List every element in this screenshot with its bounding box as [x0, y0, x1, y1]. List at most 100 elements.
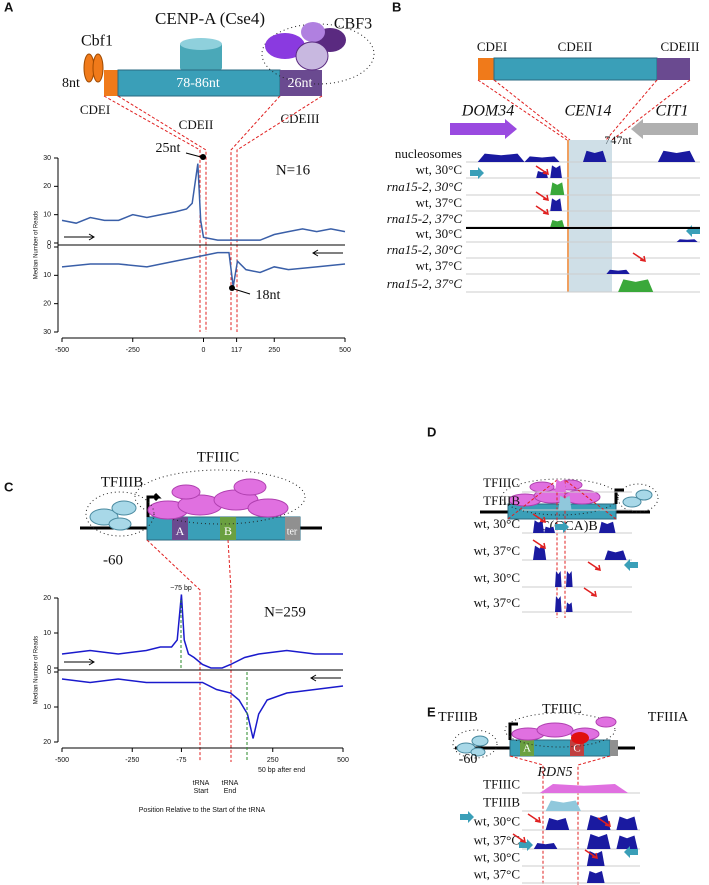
panel-label: D: [427, 424, 436, 439]
track-signal: [550, 220, 565, 227]
track-signal: [550, 198, 562, 211]
gene-label: RDN5: [537, 765, 573, 780]
track-signal: [545, 800, 581, 811]
tfiiib-proteins: [89, 500, 137, 531]
tfiiic-proteins: [511, 716, 617, 741]
element-label: CDEI: [80, 102, 110, 117]
track-label: wt, 37°C: [474, 595, 520, 610]
red-arrow: [512, 833, 526, 843]
x-tick-label: -500: [55, 347, 69, 354]
line: [61, 594, 343, 669]
red-arrow: [532, 513, 546, 523]
protein-label: TFIIIB: [438, 710, 478, 725]
red-arrow: [583, 587, 597, 597]
red-arrow: [532, 539, 546, 549]
x-axis-label: Position Relative to the Start of the tR…: [139, 807, 266, 814]
b-box: [220, 517, 236, 540]
element-label: CDEII: [558, 39, 593, 54]
x-tick-label: -500: [55, 757, 69, 764]
annotation: 25nt: [156, 141, 181, 156]
red-arrow: [535, 165, 549, 175]
protein-label: Cbf1: [81, 33, 113, 50]
complex-outline: [261, 23, 375, 85]
line: [61, 163, 346, 241]
box-label: ter: [287, 526, 298, 537]
title: CENP-A (Cse4): [155, 9, 265, 28]
panel-label: E: [427, 704, 436, 719]
y-tick-label: 30: [43, 329, 51, 336]
strand-arrow: [310, 674, 341, 682]
annotation: N=259: [264, 604, 306, 620]
track-label: TFIIIC: [483, 475, 520, 490]
protein-label: CBF3: [334, 16, 372, 33]
tfiiic-proteins: [147, 478, 289, 520]
centromere-shade: [567, 140, 612, 292]
cdeiii-box: [280, 70, 322, 96]
size-label: 78-86nt: [176, 76, 220, 91]
guide-lines: [146, 539, 232, 762]
track-signal: [586, 871, 605, 883]
gene-arrow: [631, 119, 698, 139]
panel-label: B: [392, 0, 401, 14]
y-tick-label: 0: [47, 669, 51, 676]
track-label: TFIIIB: [483, 493, 520, 508]
y-tick-label: 20: [43, 739, 51, 746]
annotation: 50 bp after end: [258, 767, 305, 774]
complex-outline: [504, 712, 616, 748]
annotation: tRNA End: [222, 780, 239, 795]
tss-arrow: [146, 492, 162, 517]
track-label: nucleosomes: [395, 146, 462, 161]
cdeiii-box: [657, 58, 690, 80]
track-label: rna15-2, 30°C: [387, 242, 463, 257]
track-label: wt, 30°C: [416, 226, 462, 241]
strand-arrow: [470, 167, 484, 179]
track-label: wt, 30°C: [474, 516, 520, 531]
protein: [265, 33, 305, 59]
x-tick-label: 500: [339, 347, 351, 354]
track-signal: [545, 815, 638, 830]
track-signal: [558, 495, 572, 510]
x-tick-label: -250: [126, 347, 140, 354]
gene-label: DOM34: [461, 103, 514, 120]
track-label: wt, 30°C: [474, 813, 520, 828]
protein: [295, 41, 329, 71]
protein: [92, 53, 104, 83]
element-label: CDEIII: [281, 111, 320, 126]
complex-outline: [452, 729, 498, 759]
a-box: [172, 517, 188, 540]
x-tick-label: -75: [176, 757, 186, 764]
marker: [229, 285, 235, 291]
a-box: [520, 740, 534, 756]
track-label: wt, 37°C: [416, 258, 462, 273]
marker-line: [233, 288, 251, 295]
red-arrow: [527, 813, 541, 823]
x-tick-label: 250: [268, 347, 280, 354]
track-label: wt, 30°C: [416, 162, 462, 177]
panel-label: A: [4, 0, 14, 14]
y-tick-label: 10: [43, 272, 51, 279]
track-signal: [533, 520, 616, 533]
y-tick-label: 20: [43, 595, 51, 602]
strand-arrow: [624, 846, 638, 858]
guide-lines: [509, 755, 611, 885]
marker: [200, 154, 206, 160]
y-tick-label: 20: [43, 183, 51, 190]
strand-arrow: [312, 249, 343, 257]
size-label: 8nt: [62, 76, 80, 91]
y-tick-label: 0: [47, 240, 51, 247]
box-label: A: [523, 743, 531, 755]
y-tick-label: 10: [43, 630, 51, 637]
track-label: wt, 37°C: [416, 195, 462, 210]
box-label: B: [224, 524, 232, 538]
strand-arrow: [624, 559, 638, 571]
track-signal: [477, 150, 696, 162]
nucleosome: [180, 44, 222, 74]
y-tick-label: 0: [47, 244, 51, 251]
track-label: wt, 37°C: [474, 866, 520, 881]
track-signal: [533, 834, 638, 849]
gene-arrow: [450, 119, 517, 139]
track-label: rna15-2, 37°C: [387, 276, 463, 291]
c-box: [570, 740, 584, 756]
ter-box: [610, 740, 618, 756]
